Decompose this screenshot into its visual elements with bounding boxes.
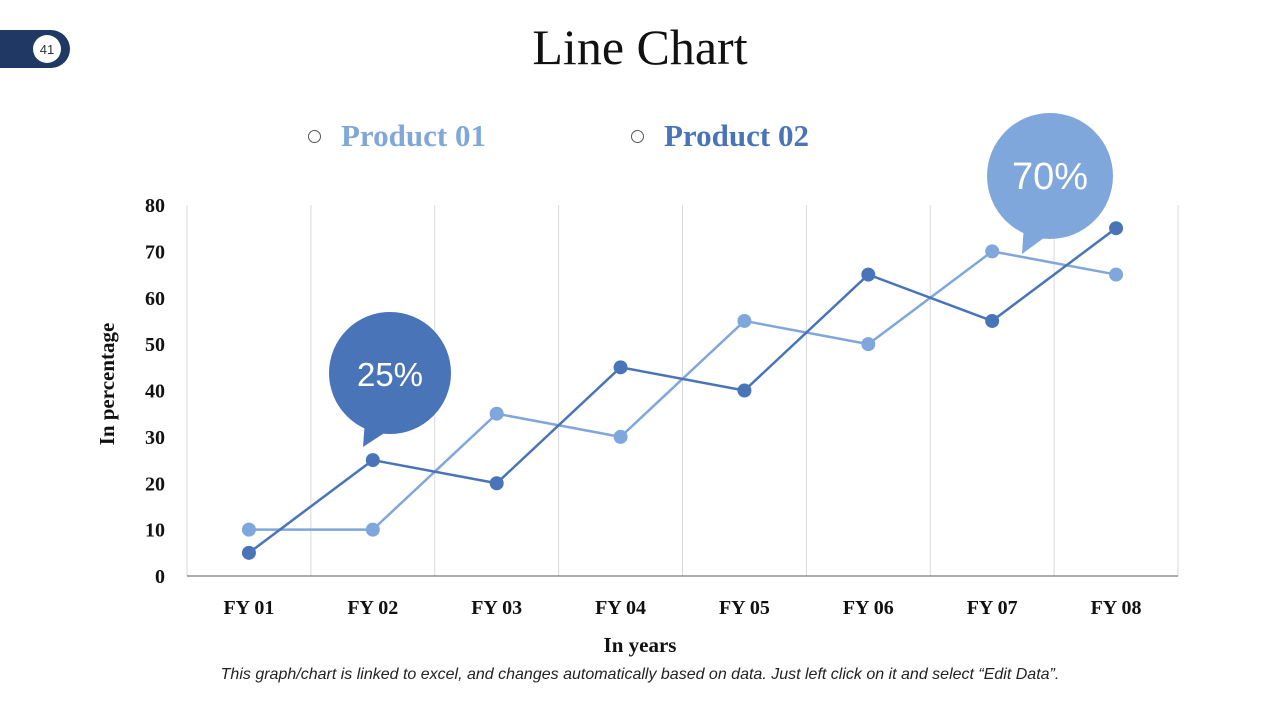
x-tick-label: FY 05 — [719, 597, 770, 619]
legend-product-02: Product 02 — [631, 118, 809, 154]
series-line-2 — [248, 227, 1117, 554]
data-point — [985, 313, 1000, 328]
legend-label: Product 01 — [341, 118, 486, 153]
y-tick-label: 30 — [145, 427, 165, 449]
legend-label: Product 02 — [664, 118, 809, 153]
data-point — [737, 313, 752, 328]
data-point — [861, 337, 876, 352]
data-point — [1109, 267, 1124, 282]
x-tick-label: FY 08 — [1091, 597, 1142, 619]
data-point — [1109, 221, 1124, 236]
legend-marker-icon — [308, 129, 321, 143]
x-tick-label: FY 01 — [223, 597, 274, 619]
y-tick-label: 50 — [145, 334, 165, 356]
callout-bubble — [329, 312, 451, 434]
data-point — [365, 453, 380, 468]
data-point — [861, 267, 876, 282]
legend-product-01: Product 01 — [308, 118, 486, 154]
footnote: This graph/chart is linked to excel, and… — [220, 666, 1060, 683]
data-point — [489, 406, 504, 421]
data-point — [613, 360, 628, 375]
callout-bubble — [987, 113, 1113, 239]
x-axis-label: In years — [604, 633, 677, 657]
y-tick-label: 0 — [155, 566, 165, 588]
data-point — [613, 429, 628, 444]
x-tick-label: FY 02 — [347, 597, 398, 619]
x-tick-label: FY 04 — [595, 597, 646, 619]
y-tick-label: 70 — [145, 241, 165, 263]
x-tick-label: FY 06 — [843, 597, 894, 619]
x-tick-label: FY 03 — [471, 597, 522, 619]
y-tick-label: 10 — [145, 520, 165, 542]
y-tick-label: 20 — [145, 473, 165, 495]
slide-number: 41 — [33, 35, 61, 63]
page-title: Line Chart — [532, 19, 748, 75]
y-tick-label: 40 — [145, 381, 165, 403]
legend-marker-icon — [631, 129, 644, 143]
callout-label: 25% — [357, 356, 423, 393]
x-tick-label: FY 07 — [967, 597, 1018, 619]
callout-label: 70% — [1012, 156, 1088, 198]
data-point — [985, 244, 1000, 259]
data-point — [241, 545, 256, 560]
data-point — [489, 476, 504, 491]
data-point — [737, 383, 752, 398]
y-axis-label: In percentage — [95, 323, 119, 446]
data-point — [365, 522, 380, 537]
y-tick-label: 80 — [145, 195, 165, 217]
data-point — [241, 522, 256, 537]
y-tick-label: 60 — [145, 288, 165, 310]
